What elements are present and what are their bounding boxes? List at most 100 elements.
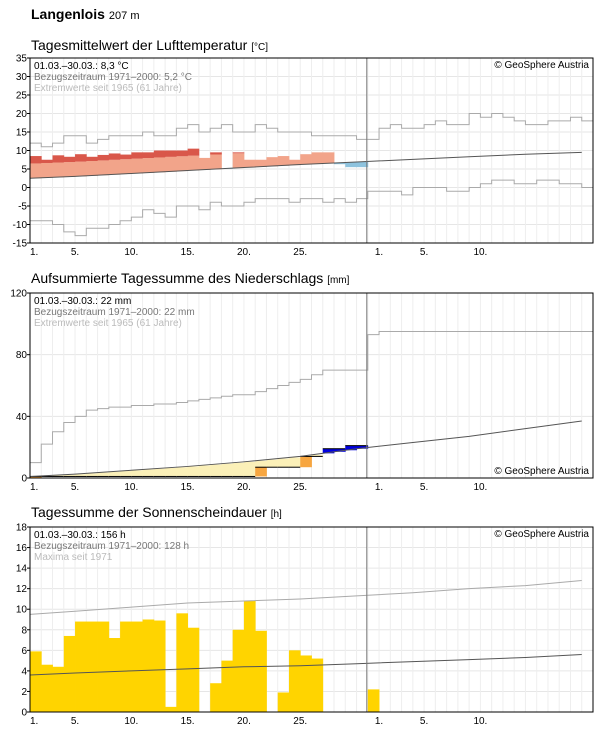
y-tick-label: 120 (10, 289, 27, 300)
station-name: Langenlois (31, 6, 105, 22)
record-max-line (29, 579, 582, 615)
annotation-line: 01.03.–30.03.: 156 h (34, 530, 126, 541)
record-min-line (30, 179, 593, 237)
x-tick-label: 10. (473, 247, 487, 258)
x-tick-label: 20. (237, 482, 251, 493)
copyright-label: © GeoSphere Austria (494, 466, 589, 477)
x-tick-label: 5. (420, 247, 428, 258)
sun-bar (187, 627, 200, 712)
temp-bar-warm (30, 163, 42, 179)
y-tick-label: 8 (21, 625, 27, 636)
prec-bar-below (311, 454, 324, 457)
climate-mean-line (29, 420, 582, 477)
y-tick-label: 20 (16, 109, 28, 120)
temp-bar-warm (108, 159, 121, 175)
sun-bar (165, 706, 177, 712)
annotation-line: 01.03.–30.03.: 8,3 °C (34, 61, 129, 72)
prec-bar-above (356, 445, 369, 449)
temp-title-text: Tagesmittelwert der Lufttemperatur (31, 37, 248, 53)
temp-chart-title: Tagesmittelwert der Lufttemperatur [°C] (31, 37, 268, 53)
prec-bar-below (142, 469, 155, 477)
sun-bar (30, 651, 42, 712)
prec-bar-below (176, 467, 189, 477)
prec-bar-below (97, 472, 110, 477)
annotation-line: Maxima seit 1971 (34, 552, 113, 563)
y-tick-label: 2 (21, 687, 27, 698)
y-tick-label: 0 (21, 474, 27, 485)
temp-bar-warm (75, 161, 87, 177)
sun-chart-title: Tagessumme der Sonnenscheindauer [h] (31, 504, 282, 520)
temp-bar-warm (210, 154, 222, 170)
prec-bar-below (277, 458, 290, 468)
temp-bar-warm (41, 162, 53, 178)
y-tick-label: 15 (16, 128, 28, 139)
x-tick-label: 10. (124, 247, 138, 258)
prec-bar-below (153, 468, 166, 477)
sun-bar (120, 621, 132, 712)
prec-bar-below (187, 466, 200, 477)
y-tick-label: 35 (16, 54, 28, 65)
sun-bar (142, 619, 155, 712)
x-tick-label: 25. (293, 716, 307, 727)
sun-unit: [h] (270, 509, 282, 520)
temp-bar-warm (86, 161, 98, 176)
temp-bar-hot (153, 150, 166, 158)
prec-bar-above (345, 445, 357, 451)
temp-bar-hot (176, 150, 189, 157)
temp-bar-hot (142, 152, 155, 159)
copyright-label: © GeoSphere Austria (494, 60, 589, 71)
record-max-line (30, 113, 593, 148)
x-tick-label: 1. (30, 716, 38, 727)
prec-bar-below (131, 470, 143, 477)
temp-bar-warm (52, 162, 65, 178)
sun-bar (131, 621, 143, 712)
sun-bar (255, 630, 267, 712)
sun-bar (311, 658, 324, 712)
temp-bar-warm (176, 156, 189, 172)
temp-bar-warm (187, 155, 200, 171)
x-tick-label: 10. (124, 716, 138, 727)
sun-bar (210, 683, 222, 712)
annotation-line: Bezugszeitraum 1971–2000: 22 mm (34, 307, 195, 318)
y-tick-label: 10 (16, 146, 28, 157)
y-tick-label: -15 (13, 239, 28, 250)
temp-bar-hot (52, 155, 65, 163)
copyright-label: © GeoSphere Austria (494, 529, 589, 540)
annotation-line: Extremwerte seit 1965 (61 Jahre) (34, 83, 182, 94)
temp-bar-warm (165, 156, 177, 172)
y-tick-label: 25 (16, 91, 28, 102)
annotation-line: Extremwerte seit 1965 (61 Jahre) (34, 318, 182, 329)
y-tick-label: 6 (21, 646, 27, 657)
sun-bar (277, 692, 290, 712)
prec-bar-new (30, 476, 42, 478)
temp-bar-warm (63, 162, 76, 177)
y-tick-label: 40 (16, 412, 28, 423)
annotation-line: Bezugszeitraum 1971–2000: 5,2 °C (34, 72, 192, 83)
temp-bar-hot (187, 148, 200, 156)
plot-frame (29, 57, 594, 244)
plot-frame (29, 292, 594, 479)
temp-bar-hot (165, 150, 177, 157)
y-tick-label: 0 (21, 708, 27, 719)
sun-bar (52, 666, 65, 712)
temp-bar-warm (322, 152, 335, 164)
x-tick-label: 5. (420, 716, 428, 727)
data-marks (30, 148, 369, 179)
prec-bar-below (63, 474, 76, 477)
temp-bar-hot (30, 156, 42, 164)
temp-bar-warm (232, 153, 245, 169)
sun-bar (86, 621, 98, 712)
sun-bar (108, 638, 121, 712)
temp-bar-warm (311, 152, 324, 165)
temp-unit: [°C] (251, 42, 268, 53)
sun-bar (232, 629, 245, 712)
x-tick-label: 10. (473, 716, 487, 727)
temp-bar-warm (277, 156, 290, 166)
x-tick-label: 15. (181, 247, 195, 258)
x-tick-label: 1. (375, 716, 383, 727)
y-tick-label: 30 (16, 72, 28, 83)
page-title: Langenlois 207 m (31, 6, 139, 22)
x-tick-label: 5. (71, 247, 79, 258)
temp-bar-warm (266, 157, 279, 167)
